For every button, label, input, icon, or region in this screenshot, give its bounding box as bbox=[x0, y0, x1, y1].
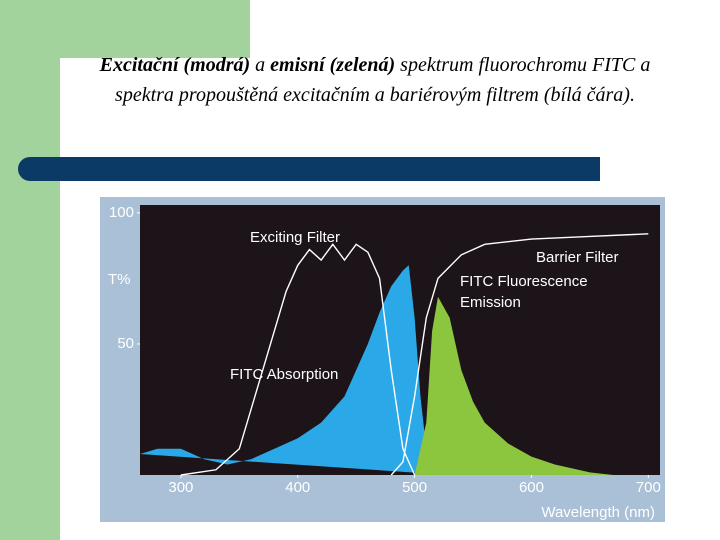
x-tick-label: 500 bbox=[402, 479, 427, 496]
title-part: a bbox=[250, 54, 271, 76]
y-tick-label: 100 bbox=[109, 204, 134, 221]
series-label: FITC Absorption bbox=[230, 366, 339, 383]
x-tick-label: 400 bbox=[285, 479, 310, 496]
title-part: spektrum fluorochromu FITC a spektra pro… bbox=[115, 54, 651, 106]
area bbox=[414, 296, 614, 475]
series-label-box: FITC Fluorescence Emission bbox=[460, 273, 588, 311]
y-tick-label: 50 bbox=[117, 335, 134, 352]
x-tick-label: 700 bbox=[636, 479, 661, 496]
line bbox=[180, 243, 416, 476]
divider-bar bbox=[18, 157, 600, 181]
area bbox=[140, 265, 450, 475]
series-label: Exciting Filter bbox=[250, 229, 341, 246]
title-part: Excitační (modrá) bbox=[99, 54, 251, 76]
side-band bbox=[0, 0, 60, 540]
x-tick-label: 300 bbox=[168, 479, 193, 496]
line bbox=[390, 233, 649, 476]
series-label-box: Exciting Filter bbox=[250, 229, 341, 246]
x-axis-label: Wavelength (nm) bbox=[541, 504, 655, 521]
title-part: emisní (zelená) bbox=[270, 54, 396, 76]
series-label-box: FITC Absorption bbox=[230, 366, 339, 383]
series-label-box: Barrier Filter bbox=[536, 249, 619, 266]
series-label: FITC Fluorescence Emission bbox=[460, 273, 588, 311]
slide-title: Excitační (modrá) a emisní (zelená) spek… bbox=[72, 50, 678, 110]
series-label: Barrier Filter bbox=[536, 249, 619, 266]
chart: T% Wavelength (nm) 50 100 300 400 500 600 700 F… bbox=[100, 197, 665, 522]
x-tick-label: 600 bbox=[519, 479, 544, 496]
corner-band bbox=[0, 0, 250, 58]
y-axis-label: T% bbox=[108, 271, 131, 288]
